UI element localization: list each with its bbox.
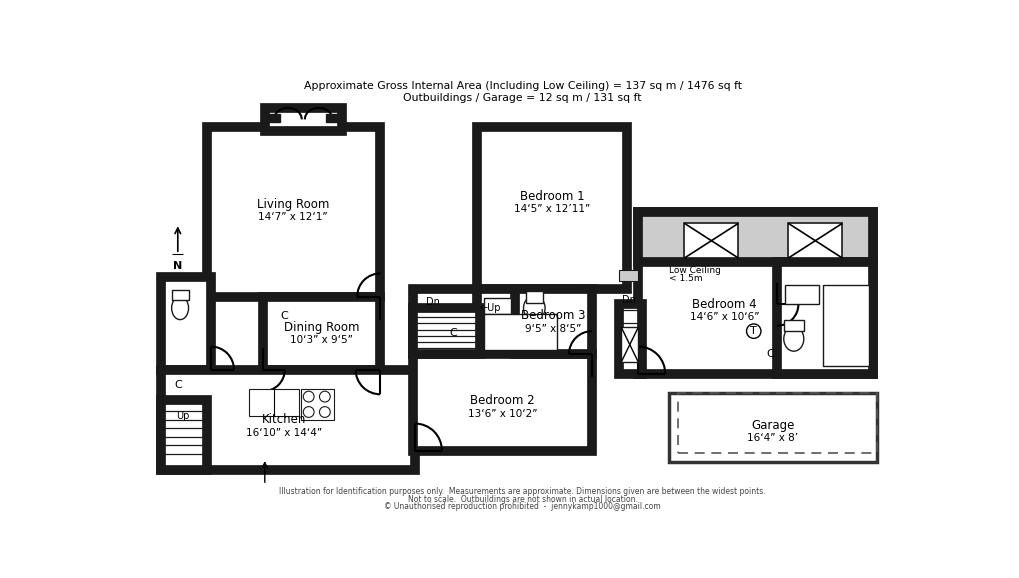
Bar [822,285,868,366]
Bar [265,108,341,131]
Bar [684,223,738,258]
Bar [413,308,480,354]
Text: 14‘7” x 12‘1”: 14‘7” x 12‘1” [258,212,328,222]
Text: Illustration for Identification purposes only.  Measurements are approximate. Di: Illustration for Identification purposes… [279,487,765,496]
Bar [250,389,300,416]
Text: Dn: Dn [426,297,440,307]
Text: C: C [766,349,773,360]
Ellipse shape [783,327,803,351]
Text: Low Ceiling: Low Ceiling [668,266,720,275]
Bar [301,389,334,420]
Text: Outbuildings / Garage = 12 sq m / 131 sq ft: Outbuildings / Garage = 12 sq m / 131 sq… [404,93,641,103]
Bar [263,297,380,370]
Bar [476,127,626,289]
Bar [619,304,642,373]
Bar [207,127,380,297]
Text: 16‘10” x 14‘4”: 16‘10” x 14‘4” [246,428,322,438]
Bar [784,285,818,304]
Text: Dn: Dn [622,295,635,305]
Text: Kitchen: Kitchen [262,413,306,426]
Text: Up: Up [175,411,189,421]
Bar [638,212,872,373]
Text: ←Up: ←Up [479,303,500,313]
Text: Bedroom 4: Bedroom 4 [692,298,756,311]
Ellipse shape [523,296,544,320]
Ellipse shape [171,297,189,320]
Text: © Unauthorised reproduction prohibited  -  jennykamp1000@gmail.com: © Unauthorised reproduction prohibited -… [384,502,660,511]
Text: < 1.5m: < 1.5m [668,275,702,283]
Text: 10‘3” x 9‘5”: 10‘3” x 9‘5” [290,335,353,346]
Bar [783,320,803,331]
Text: Dining Room: Dining Room [283,321,359,334]
Text: Bedroom 2: Bedroom 2 [470,394,535,407]
Text: 9‘5” x 8‘5”: 9‘5” x 8‘5” [525,324,581,334]
Text: 13‘6” x 10‘2”: 13‘6” x 10‘2” [468,409,537,418]
Bar [638,212,872,262]
Text: 14‘5” x 12’11”: 14‘5” x 12’11” [514,205,590,214]
Bar [515,289,591,354]
Bar [484,314,556,350]
Bar [621,327,638,362]
Bar [161,370,415,470]
Bar [619,269,638,281]
Text: C: C [449,328,457,338]
Bar [476,289,569,354]
Text: C: C [280,311,287,321]
Bar [326,114,339,122]
Bar [668,393,876,462]
Text: C: C [174,380,181,390]
Text: 14‘6” x 10‘6”: 14‘6” x 10‘6” [689,312,758,323]
Text: Bedroom 3: Bedroom 3 [521,309,585,323]
Text: Approximate Gross Internal Area (Including Low Ceiling) = 137 sq m / 1476 sq ft: Approximate Gross Internal Area (Includi… [304,81,741,91]
Bar [484,298,511,314]
Bar [161,401,207,470]
Text: Not to scale.  Outbuildings are not shown in actual location.: Not to scale. Outbuildings are not shown… [408,495,637,503]
Bar [171,290,189,301]
Bar [161,277,211,370]
Text: 16‘4” x 8’: 16‘4” x 8’ [747,433,798,443]
Bar [413,354,591,450]
Bar [526,291,542,303]
Bar [413,289,515,354]
Text: T: T [750,326,756,336]
Text: N: N [173,261,182,271]
Text: Bedroom 1: Bedroom 1 [520,190,584,203]
Bar [788,223,842,258]
Bar [776,262,872,373]
Bar [267,114,280,122]
Text: Living Room: Living Room [257,198,329,210]
Bar [678,393,876,453]
Text: Garage: Garage [751,418,794,432]
